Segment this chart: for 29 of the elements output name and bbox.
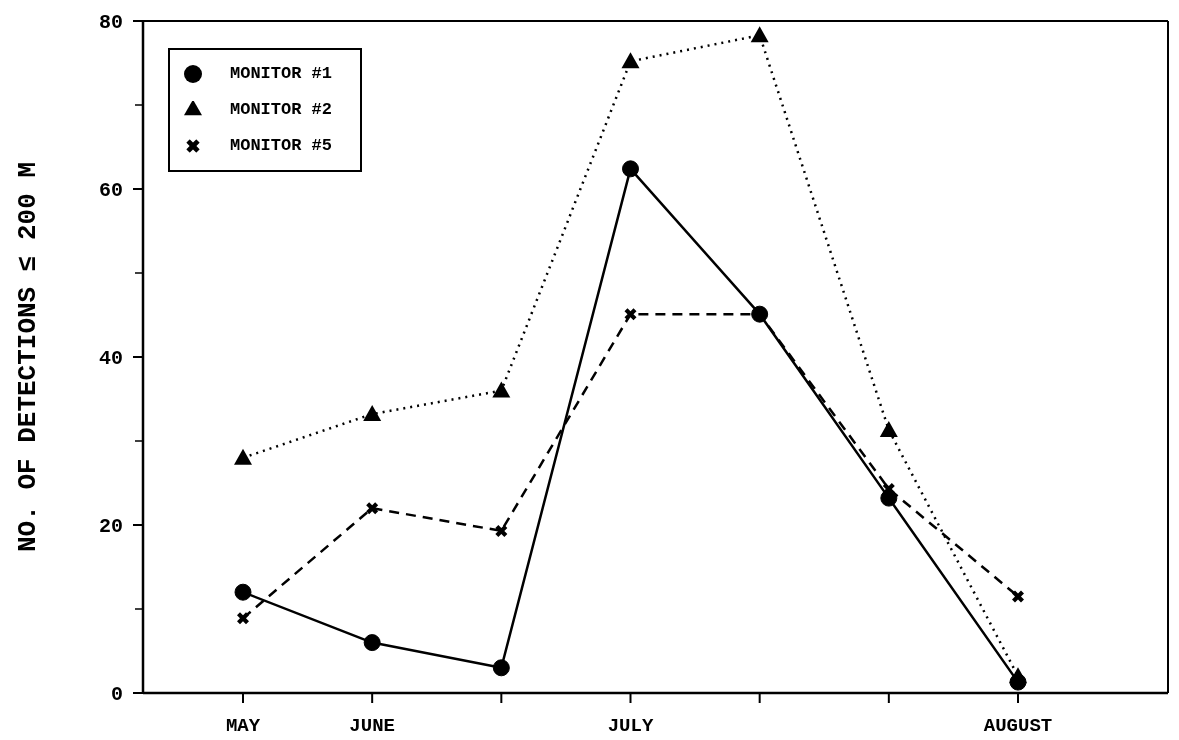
point bbox=[621, 52, 640, 69]
y-tick-label: 20 bbox=[98, 515, 123, 538]
x-tick-label: AUGUST bbox=[983, 715, 1053, 737]
point bbox=[495, 524, 508, 537]
point bbox=[234, 448, 252, 465]
x-tick-label: JULY bbox=[607, 715, 654, 737]
point bbox=[750, 26, 769, 43]
y-tick-label: 0 bbox=[110, 683, 123, 706]
legend-label: MONITOR #2 bbox=[230, 100, 333, 119]
point bbox=[363, 405, 382, 422]
point bbox=[492, 659, 510, 677]
legend-label: MONITOR #5 bbox=[230, 136, 333, 155]
legend-label: MONITOR #1 bbox=[230, 64, 333, 83]
point bbox=[622, 160, 639, 178]
point bbox=[624, 308, 637, 321]
x-tick-label: MAY bbox=[225, 715, 261, 737]
point bbox=[492, 381, 511, 398]
point bbox=[363, 634, 381, 652]
point bbox=[366, 502, 379, 515]
point bbox=[234, 583, 252, 601]
point bbox=[879, 421, 898, 438]
y-axis-title: NO. OF DETECTIONS ≤ 200 M bbox=[13, 161, 44, 553]
x-tick-label: JUNE bbox=[349, 715, 395, 737]
point bbox=[237, 612, 249, 625]
point bbox=[1009, 673, 1027, 691]
point bbox=[1012, 590, 1024, 603]
y-tick-label: 80 bbox=[98, 11, 123, 34]
y-tick-label: 40 bbox=[98, 347, 123, 370]
y-tick-label: 60 bbox=[98, 179, 123, 202]
